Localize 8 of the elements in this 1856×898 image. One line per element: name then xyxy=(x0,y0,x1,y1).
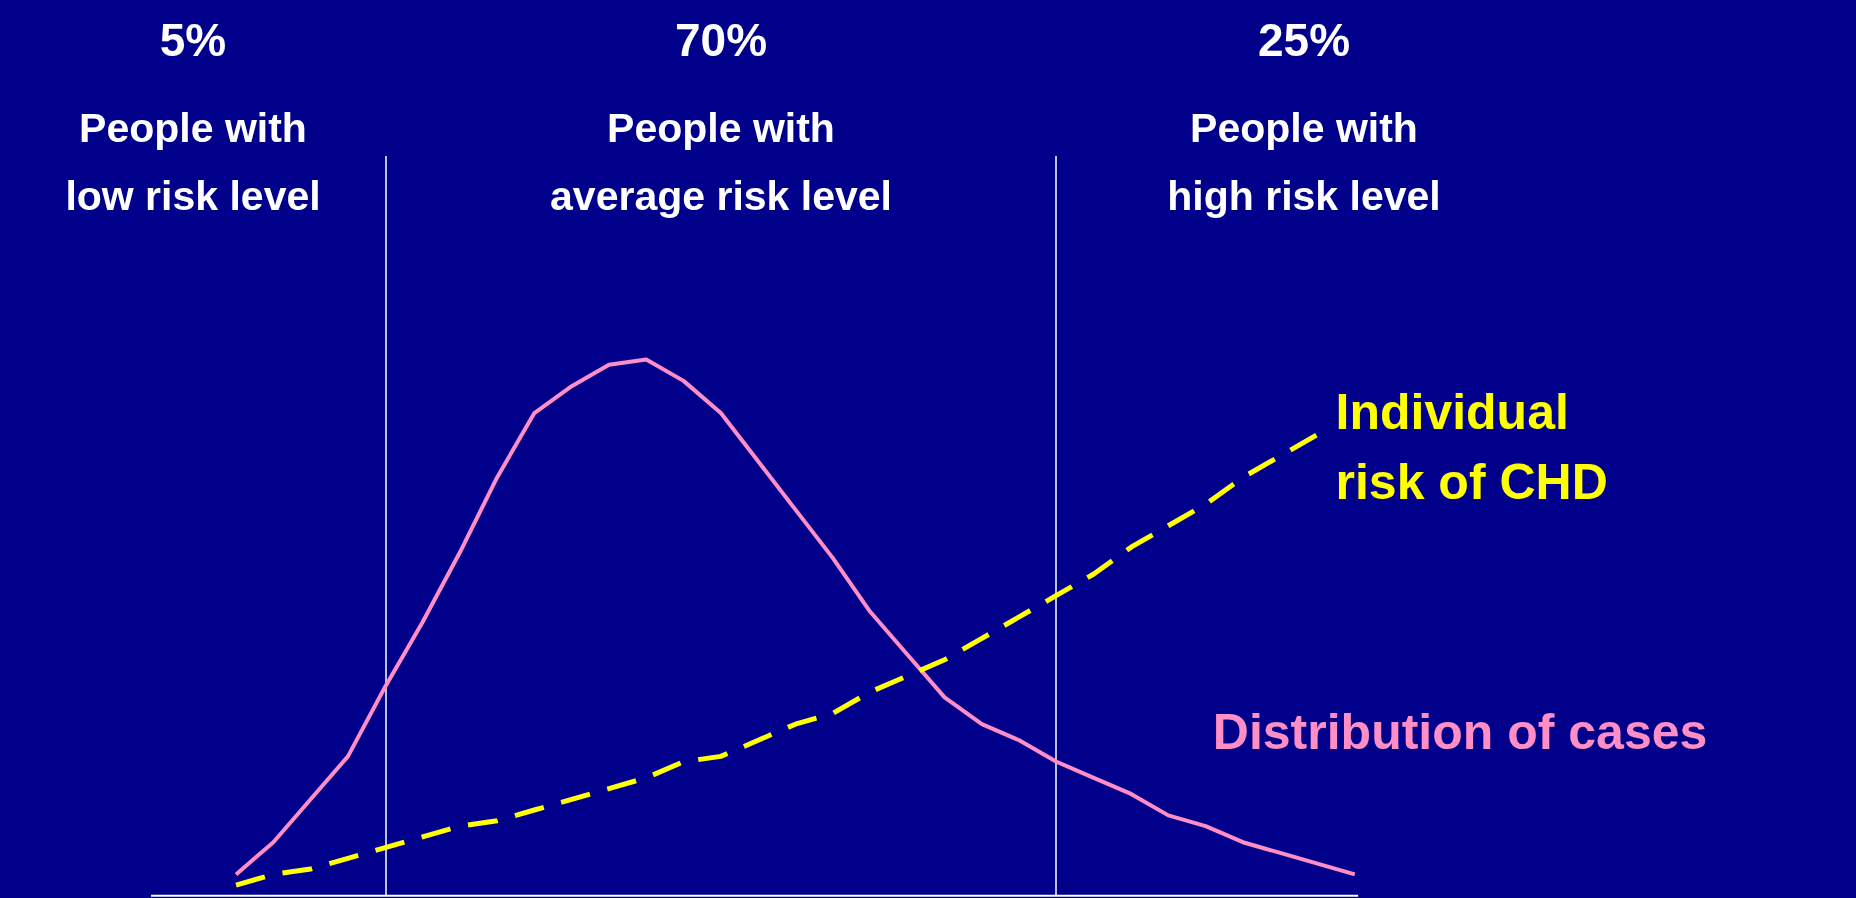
text: 25% xyxy=(1257,14,1351,66)
text: People with high risk level xyxy=(1167,105,1441,219)
text: 70% xyxy=(674,14,768,66)
text: 5% xyxy=(159,14,227,66)
text: People with average risk level xyxy=(550,105,892,219)
text: People with low risk level xyxy=(65,105,321,219)
series-label: Individual risk of CHD xyxy=(1335,383,1608,510)
series-label: Distribution of cases xyxy=(1212,704,1708,761)
